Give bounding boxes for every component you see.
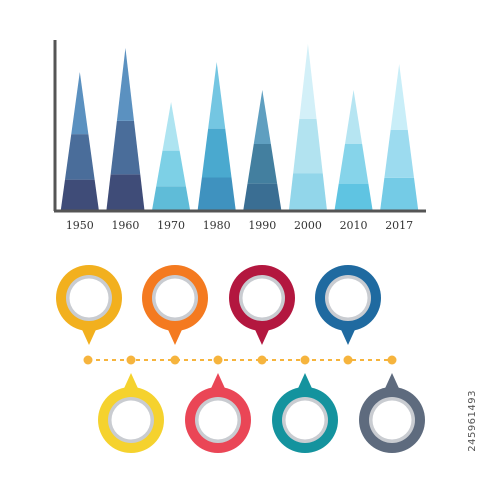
bar-2017-band-3 [390,64,408,130]
top-pin-2 [142,265,208,345]
bar-1980 [197,62,236,210]
top-pin-1-center [69,278,109,318]
bar-1960-band-2 [110,120,141,175]
bar-1970 [152,102,191,210]
bottom-pins [98,373,425,453]
stock-id-text: 245961493 [467,390,478,452]
x-tick-labels: 1950 1960 1970 1980 1990 2000 2010 2017 [66,219,413,232]
bar-2010-band-2 [338,144,369,184]
bottom-pin-3 [272,373,338,453]
top-pin-2-center [155,278,195,318]
bar-1950-band-1 [60,179,99,210]
x-tick-2010: 2010 [340,219,368,232]
bottom-pin-2 [185,373,251,453]
bar-2017-band-2 [384,129,415,178]
top-pin-1 [56,265,122,345]
bar-1970-band-2 [156,150,186,187]
bar-2000 [288,44,327,210]
bar-1980-band-3 [208,62,226,129]
bar-1950 [60,72,99,210]
connector-dot-5 [257,355,267,365]
bar-2000-band-1 [288,173,327,210]
top-pin-4 [315,265,381,345]
top-pin-4-center [328,278,368,318]
top-pin-3-center [242,278,282,318]
bar-1980-band-1 [197,177,236,210]
bar-2017-band-1 [380,177,419,210]
bar-1970-band-3 [162,102,180,151]
connector-dot-6 [300,355,310,365]
bottom-pin-3-center [285,400,325,440]
bar-1960 [106,48,145,210]
connector-dot-4 [213,355,223,365]
bar-2000-band-3 [299,44,317,119]
bottom-pin-1-center [111,400,151,440]
x-tick-1980: 1980 [203,219,231,232]
x-tick-1950: 1950 [66,219,94,232]
connector-dot-3 [170,355,180,365]
bar-2010-band-3 [345,90,363,144]
bar-2010 [334,90,373,210]
bar-2000-band-2 [293,118,323,174]
bar-2010-band-1 [334,183,373,210]
bar-1990-band-1 [243,183,282,210]
x-tick-1970: 1970 [157,219,185,232]
bottom-pin-2-center [198,400,238,440]
connector-dot-2 [126,355,136,365]
connector-dot-8 [387,355,397,365]
bar-1970-band-1 [152,186,191,210]
x-tick-1990: 1990 [248,219,276,232]
top-pins [56,265,381,345]
connector-dot-1 [83,355,93,365]
bar-1990-band-2 [247,144,278,184]
bar-1950-band-2 [64,134,95,180]
x-tick-2000: 2000 [294,219,322,232]
bar-1950-band-3 [71,72,89,135]
connector-dot-7 [343,355,353,365]
bar-1980-band-2 [201,128,232,178]
x-tick-2017: 2017 [385,219,413,232]
bottom-pin-4 [359,373,425,453]
bottom-pin-1 [98,373,164,453]
bars-group [60,44,419,210]
bar-1960-band-3 [116,48,134,121]
bar-2017 [380,64,419,210]
bar-1990-band-3 [253,90,271,144]
bottom-pin-4-center [372,400,412,440]
bar-1990 [243,90,282,210]
x-tick-1960: 1960 [111,219,139,232]
bar-1960-band-1 [106,174,145,210]
dotted-connector [83,355,397,365]
top-pin-3 [229,265,295,345]
